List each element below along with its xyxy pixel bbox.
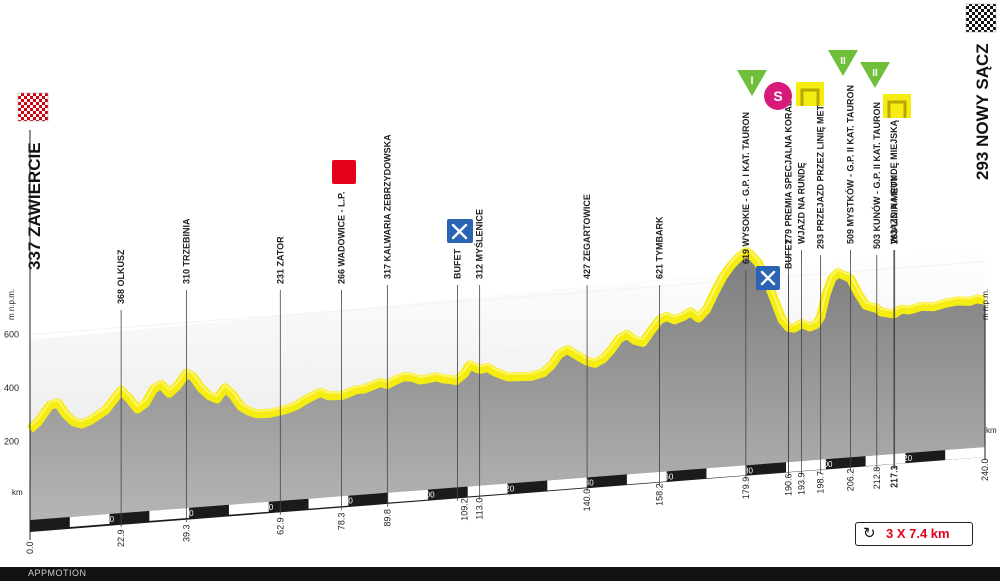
route-km-label: 190.6 bbox=[783, 473, 793, 496]
lap-line-crossing-icon bbox=[796, 82, 824, 106]
start-label: 337 ZAWIERCIE bbox=[25, 142, 44, 270]
feed-zone-icon bbox=[447, 219, 473, 243]
profile-top-highlight bbox=[29, 247, 986, 428]
sprint-label: S bbox=[773, 88, 782, 104]
route-km-label: 0.0 bbox=[25, 541, 35, 554]
place-label: BUFET bbox=[453, 249, 463, 279]
left-axis-caption-mnpm: m n.p.m. bbox=[7, 289, 16, 320]
place-label: 312 MYŚLENICE bbox=[474, 209, 485, 279]
altitude-tick-labels: 200 400 600 bbox=[4, 330, 19, 447]
route-km-label: 240.0 bbox=[980, 458, 990, 481]
climb-cat2-icon: II bbox=[860, 62, 890, 88]
feed-zone-icon bbox=[756, 266, 780, 290]
place-label: 293 LINIA METY bbox=[890, 176, 900, 244]
route-km-label: 193.9 bbox=[797, 472, 807, 495]
km-bar-segment bbox=[626, 471, 667, 485]
place-label: 368 OLKUSZ bbox=[116, 249, 126, 304]
place-label: WJAZD NA RUNDĘ MIEJSKĄ bbox=[889, 119, 899, 244]
km-tick-label: 60 bbox=[264, 503, 273, 512]
altitude-tick-label: 400 bbox=[4, 383, 19, 393]
km-bar-segment bbox=[149, 507, 190, 521]
route-km-label: 217.1 bbox=[889, 465, 899, 488]
km-bar-segment bbox=[388, 489, 428, 503]
route-km-labels: 0.0 22.9 39.3 62.9 78.3 89.8 109.2 113.0 140.0 15… bbox=[25, 458, 990, 554]
place-label: 310 TRZEBINIA bbox=[181, 218, 191, 284]
km-bar-segment bbox=[228, 501, 269, 515]
right-axis-caption-km: km bbox=[986, 426, 997, 435]
route-km-label: 140.0 bbox=[582, 489, 592, 512]
finish-flag-icon bbox=[965, 3, 997, 33]
km-bar-segment bbox=[308, 495, 349, 509]
km-tick-label: 100 bbox=[421, 491, 435, 500]
climb-cat2-label-b: II bbox=[872, 68, 878, 79]
right-axis-caption-mnpm: m n.p.m. bbox=[981, 289, 990, 320]
route-km-label: 158.2 bbox=[655, 483, 665, 506]
km-tick-label: 80 bbox=[344, 497, 353, 506]
place-label: 317 KALWARIA ZEBRZYDOWSKA bbox=[382, 134, 392, 279]
climb-cat1-label: I bbox=[750, 75, 753, 87]
place-label: 503 KUNÓW - G.P. II KAT. TAURON bbox=[871, 102, 882, 249]
place-label: 509 MYSTKÓW - G.P. II KAT. TAURON bbox=[845, 85, 856, 244]
route-km-label: 217.3 bbox=[890, 465, 900, 488]
finish-label: 293 NOWY SĄCZ bbox=[973, 43, 992, 180]
place-label: 266 WADOWICE - L.P. bbox=[337, 192, 347, 284]
km-bar-segment bbox=[945, 447, 985, 461]
km-tick-label: 200 bbox=[819, 460, 833, 469]
place-label: 621 TYMBARK bbox=[655, 216, 665, 279]
route-km-label: 109.2 bbox=[460, 498, 470, 521]
route-km-label: 39.3 bbox=[181, 525, 191, 543]
laps-info-box: ↻ 3 X 7.4 km bbox=[855, 522, 973, 546]
route-km-label: 206.2 bbox=[846, 469, 856, 492]
route-km-label: 113.0 bbox=[475, 498, 485, 520]
time-cut-icon bbox=[332, 160, 356, 184]
loop-arrow-icon: ↻ bbox=[863, 525, 876, 542]
route-km-label: 179.9 bbox=[741, 477, 751, 500]
km-bar-segment bbox=[786, 459, 826, 473]
climb-cat2-label-a: II bbox=[840, 56, 846, 67]
km-bar-segment bbox=[865, 453, 906, 467]
place-label: 279 PREMIA SPECJALNA KORAL bbox=[783, 100, 793, 244]
km-bar-segment bbox=[706, 465, 747, 479]
route-km-label: 78.3 bbox=[337, 513, 347, 531]
route-km-label: 62.9 bbox=[275, 517, 285, 535]
km-bar-segments bbox=[69, 447, 985, 527]
climb-cat1-icon: I bbox=[737, 70, 767, 96]
place-markers: 368 OLKUSZ 310 TRZEBINIA 231 ZATOR 266 WADO… bbox=[116, 85, 900, 528]
sprint-icon: S bbox=[764, 82, 792, 110]
place-label: 427 ZEGARTOWICE bbox=[582, 194, 592, 279]
place-label: WJAZD NA RUNDĘ bbox=[797, 162, 807, 244]
altitude-gridline bbox=[29, 261, 986, 335]
km-bar-segment bbox=[69, 513, 110, 527]
route-km-label: 212.8 bbox=[872, 467, 882, 490]
lap-line-crossing-icon bbox=[883, 94, 911, 118]
left-axis-caption-km: km bbox=[12, 488, 23, 497]
place-label: 293 PRZEJAZD PRZEZ LINIĘ METY bbox=[816, 99, 826, 249]
footer-brand: APPMOTION bbox=[28, 568, 87, 578]
km-bar-segment bbox=[547, 477, 588, 491]
km-tick-label: 160 bbox=[660, 472, 674, 481]
altitude-tick-label: 200 bbox=[4, 436, 19, 446]
km-tick-label: 20 bbox=[105, 515, 114, 524]
km-tick-label: 120 bbox=[501, 485, 515, 494]
place-label: 619 WYSOKIE - G.P. I KAT. TAURON bbox=[741, 112, 751, 264]
elevation-chart: 20406080100120140160180200220 368 OLKUSZ… bbox=[4, 3, 997, 554]
place-label: 231 ZATOR bbox=[275, 236, 285, 284]
route-km-label: 22.9 bbox=[116, 530, 126, 548]
km-tick-label: 220 bbox=[899, 454, 913, 463]
km-tick-label: 40 bbox=[185, 509, 194, 518]
km-tick-label: 180 bbox=[740, 466, 754, 475]
start-flag-icon bbox=[17, 92, 49, 122]
footer-bar: APPMOTION bbox=[0, 567, 1000, 581]
altitude-tick-label: 600 bbox=[4, 330, 19, 340]
km-bar-segment bbox=[467, 483, 508, 497]
route-km-label: 198.7 bbox=[816, 471, 826, 494]
climb-cat2-icon: II bbox=[828, 50, 858, 76]
route-km-label: 89.8 bbox=[382, 509, 392, 527]
laps-label: 3 X 7.4 km bbox=[886, 526, 950, 541]
